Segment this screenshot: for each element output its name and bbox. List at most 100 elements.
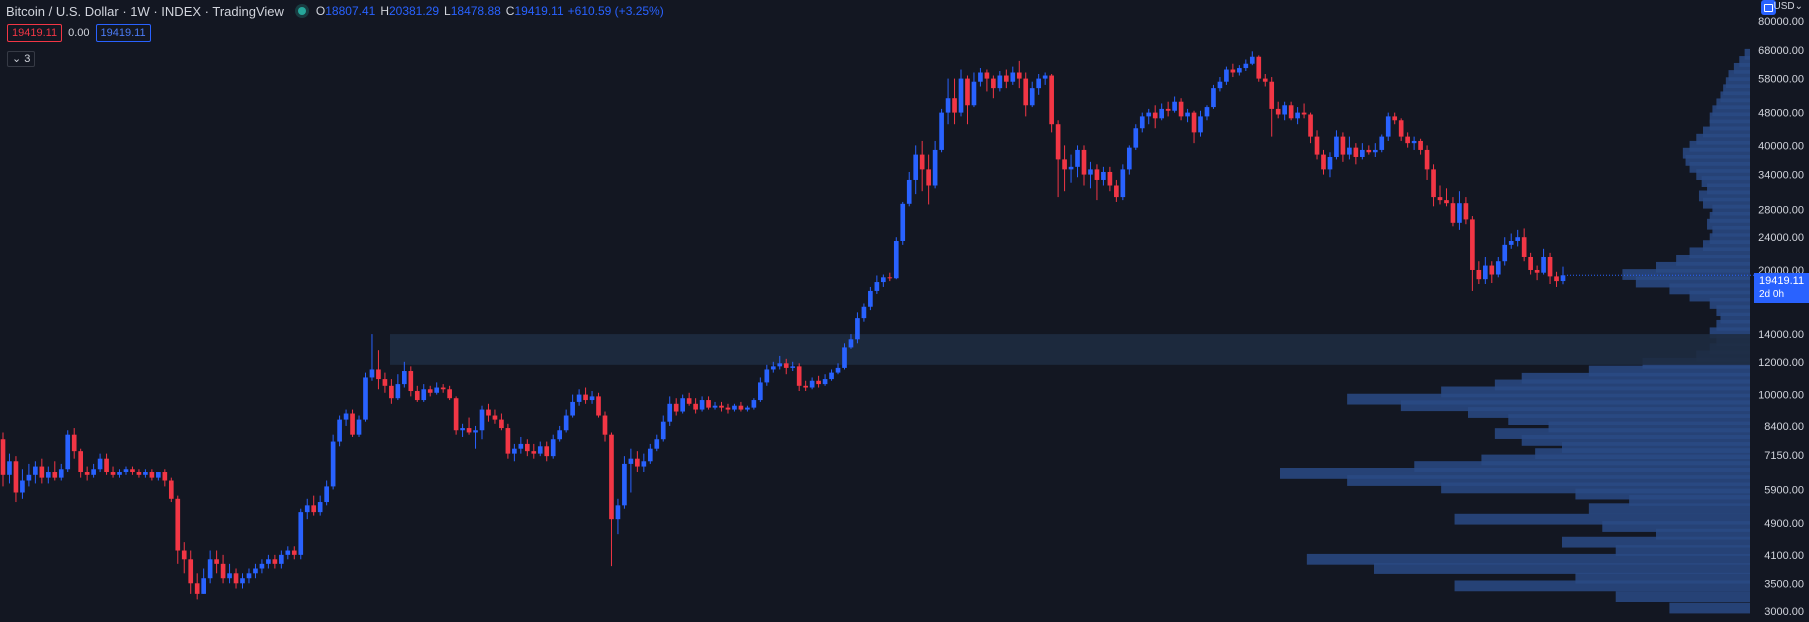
candle	[1437, 185, 1443, 205]
volume-profile-bar	[1535, 448, 1750, 460]
candle-body	[855, 318, 860, 340]
candle	[1470, 216, 1475, 291]
candle	[686, 392, 692, 406]
candle	[1256, 55, 1262, 82]
candle	[45, 466, 51, 484]
candle	[809, 377, 815, 390]
volume-profile-bar	[1562, 536, 1750, 548]
candle	[466, 417, 472, 435]
candle-body	[790, 366, 796, 368]
volume-profile-bar	[1739, 56, 1750, 67]
candle-body	[1424, 149, 1430, 170]
candle-body	[706, 400, 711, 408]
buy-button[interactable]: 19419.11	[95, 24, 151, 42]
candle	[596, 392, 601, 418]
candle	[1165, 101, 1171, 117]
candle	[1185, 108, 1190, 123]
candle	[136, 469, 142, 478]
candle-body	[356, 419, 362, 435]
candle-body	[654, 439, 660, 449]
indicators-toggle-button[interactable]: ⌄ 3	[7, 51, 36, 67]
candle	[401, 361, 407, 388]
candle	[861, 303, 867, 322]
candle	[1502, 237, 1508, 266]
candle	[58, 463, 64, 481]
volume-profile-bar	[1707, 218, 1750, 230]
candle-body	[1327, 156, 1333, 170]
candle-body	[1288, 105, 1294, 119]
candle	[1489, 261, 1495, 284]
candle-body	[266, 559, 271, 564]
volume-profile-bar	[1689, 290, 1750, 302]
candle-body	[52, 472, 58, 478]
chevron-down-icon: ⌄	[12, 53, 22, 65]
candle-body	[1301, 112, 1307, 115]
candle	[1508, 233, 1514, 249]
price-axis-label: 7150.00	[1764, 450, 1804, 462]
volume-profile-bar	[1669, 283, 1750, 295]
candle-body	[932, 149, 938, 186]
candle-body	[233, 573, 239, 584]
symbol-title[interactable]: Bitcoin / U.S. Dollar · 1W · INDEX · Tra…	[6, 3, 284, 19]
candle	[1554, 271, 1559, 287]
sell-button[interactable]: 19419.11	[7, 24, 63, 42]
volume-profile-bar	[1347, 475, 1750, 486]
candle	[123, 466, 129, 475]
candle	[952, 78, 957, 125]
volume-profile-bar	[1709, 211, 1750, 223]
currency-label: USD	[1773, 1, 1795, 12]
candle-body	[881, 277, 886, 283]
volume-profile-bar	[1682, 147, 1750, 159]
candle	[881, 274, 886, 287]
candle	[1126, 145, 1132, 175]
candle	[1042, 72, 1048, 85]
candle-body	[1068, 166, 1074, 170]
candle	[1398, 118, 1404, 141]
candle-body	[1088, 169, 1093, 175]
candle-body	[570, 401, 575, 416]
candle-body	[1042, 75, 1048, 79]
candle-body	[486, 409, 491, 416]
candle	[505, 423, 511, 459]
candle	[91, 463, 96, 478]
candle	[486, 403, 491, 422]
candle	[369, 334, 375, 381]
candle	[1178, 98, 1184, 121]
candle-body	[175, 498, 181, 551]
candle	[26, 463, 32, 487]
candle-body	[971, 81, 977, 106]
candle	[1308, 112, 1313, 144]
candle-body	[1178, 101, 1184, 117]
candle	[660, 415, 666, 442]
volume-profile-bar	[1414, 461, 1750, 472]
screenshot-button[interactable]	[1761, 0, 1776, 15]
candle-body	[958, 78, 964, 113]
candle	[913, 145, 919, 195]
candle	[1411, 136, 1417, 150]
candle-body	[1554, 276, 1559, 282]
candle	[712, 401, 718, 410]
resistance-zone	[390, 334, 1750, 365]
candle-body	[1515, 237, 1521, 241]
volume-profile-bar	[1588, 503, 1750, 515]
candle	[149, 469, 155, 481]
candle-body	[84, 472, 90, 475]
candle-body	[913, 154, 919, 180]
candle	[395, 374, 401, 401]
volume-profile-bar	[1622, 269, 1750, 280]
candle	[291, 546, 297, 560]
candle	[1243, 59, 1249, 72]
candle	[7, 453, 12, 484]
low-value: 18478.88	[450, 4, 501, 18]
candle	[376, 350, 381, 390]
candle	[330, 434, 336, 490]
currency-selector[interactable]: USD⌄	[1773, 1, 1803, 12]
candle-body	[602, 415, 608, 435]
candle-body	[337, 419, 342, 442]
candle	[1366, 145, 1372, 155]
candle-body	[414, 391, 420, 401]
candle	[71, 428, 77, 459]
candle-body	[589, 396, 595, 401]
candle-body	[1049, 75, 1054, 125]
